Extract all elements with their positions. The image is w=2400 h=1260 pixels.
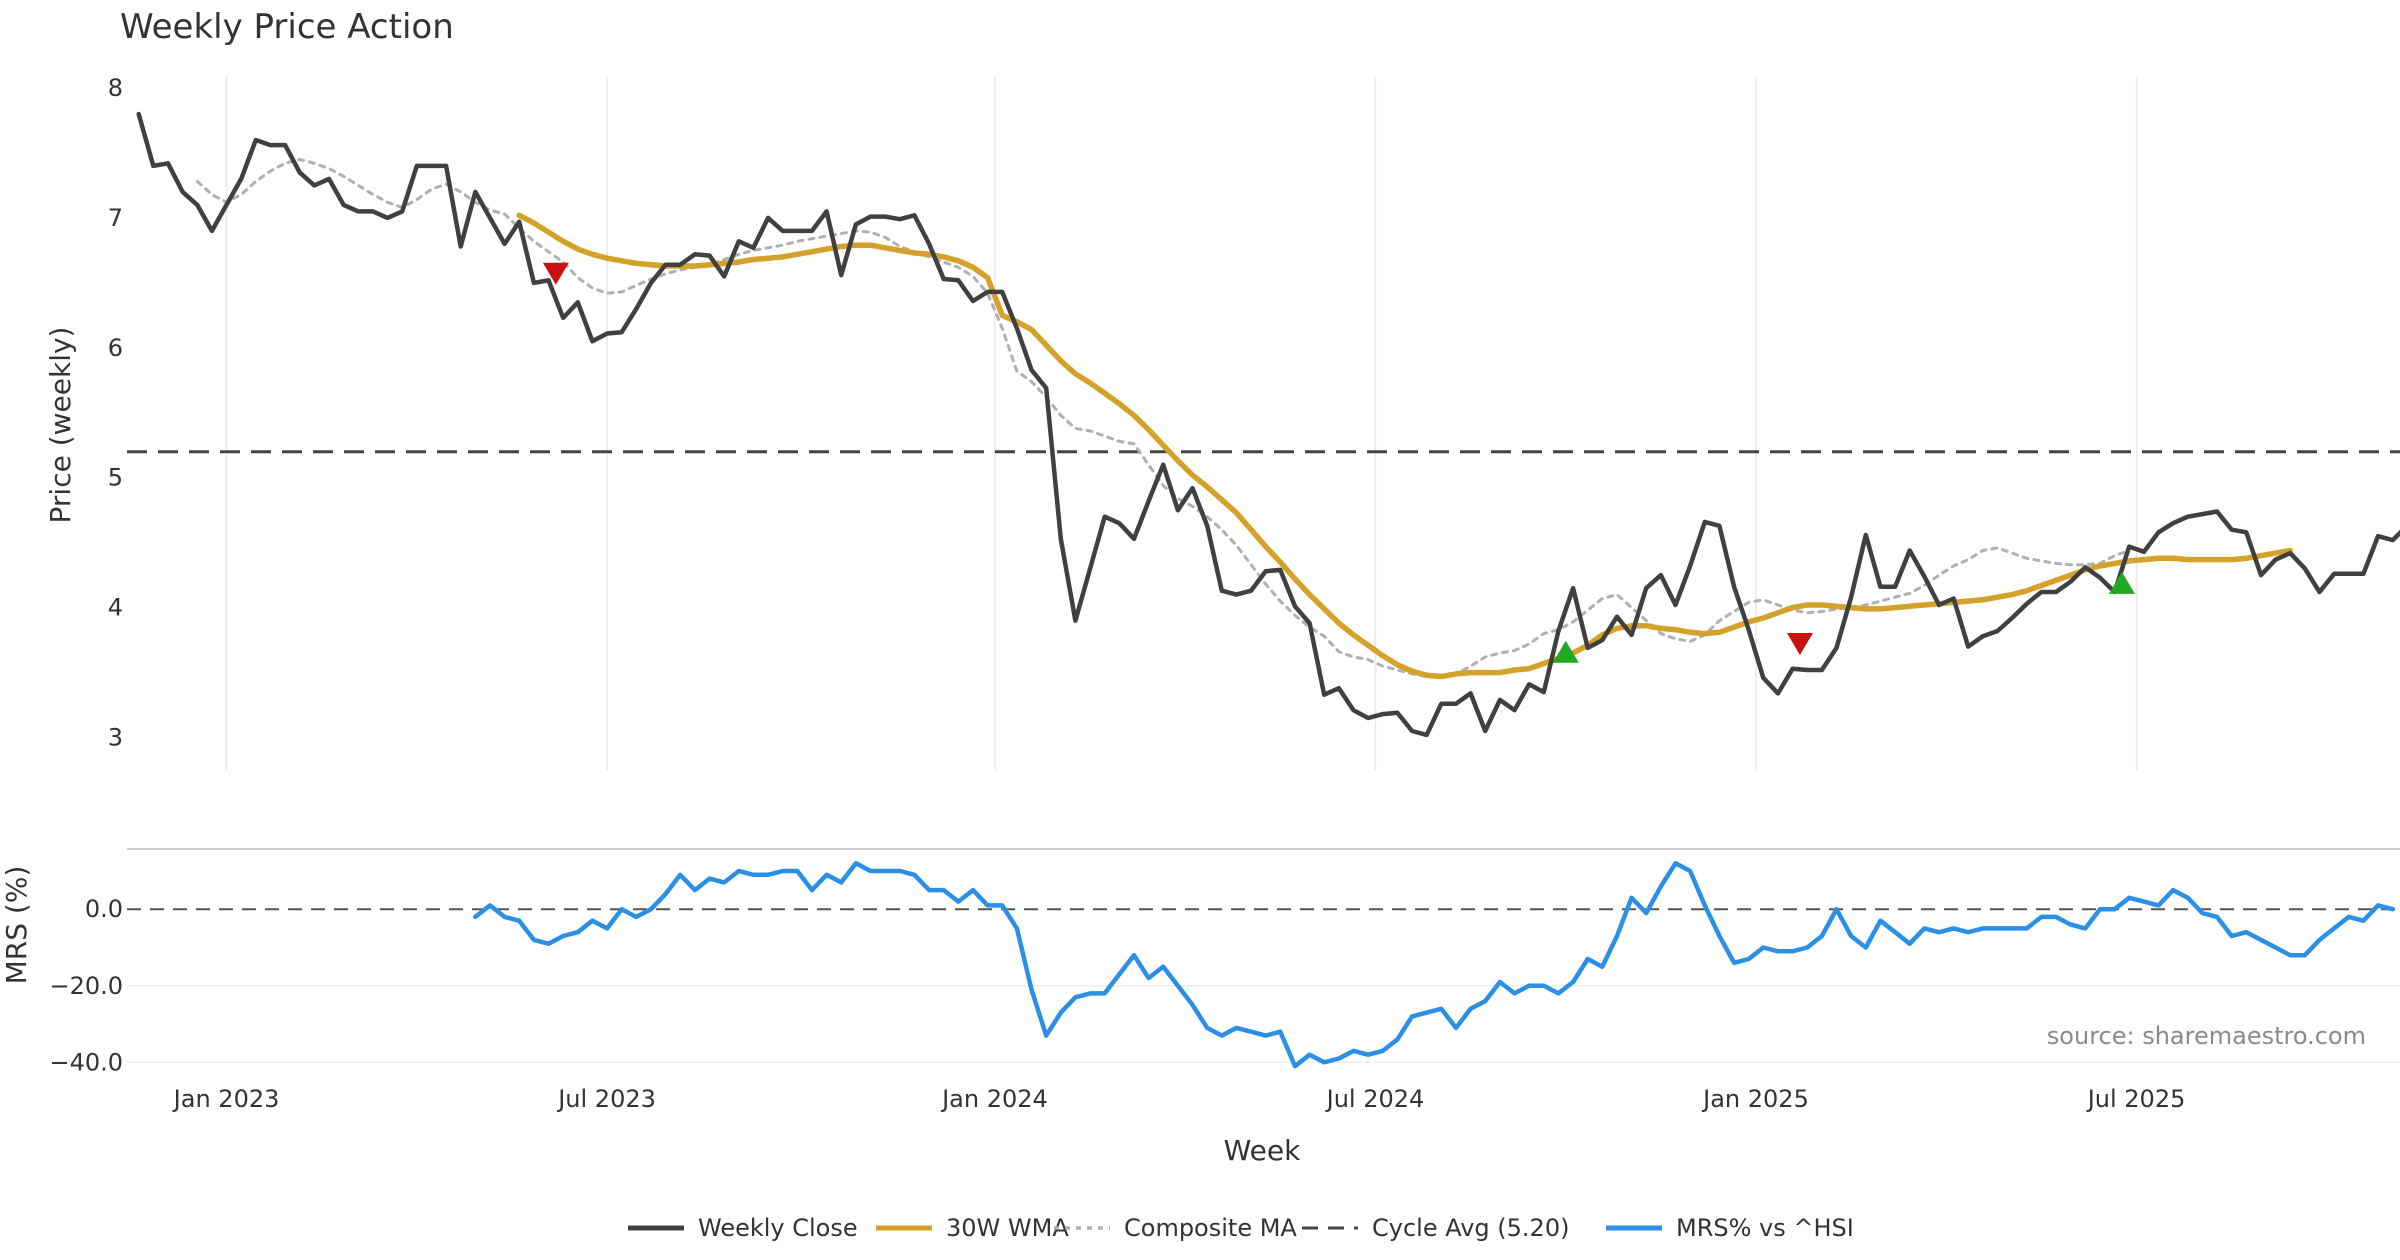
chart-title: Weekly Price Action bbox=[120, 7, 454, 47]
legend-label: MRS% vs ^HSI bbox=[1676, 1214, 1854, 1242]
mrs-y-tick-label: −20.0 bbox=[49, 972, 123, 1000]
legend-label: 30W WMA bbox=[946, 1214, 1069, 1242]
legend-label: Weekly Close bbox=[698, 1214, 858, 1242]
x-tick-label: Jul 2024 bbox=[1325, 1085, 1425, 1113]
price-y-tick-label: 7 bbox=[108, 204, 123, 232]
price-y-tick-label: 4 bbox=[108, 594, 123, 622]
legend-item: 30W WMA bbox=[876, 1214, 1069, 1242]
reference-lines bbox=[127, 450, 2400, 911]
x-tick-label: Jan 2023 bbox=[172, 1085, 280, 1113]
x-tick-label: Jan 2025 bbox=[1701, 1085, 1809, 1113]
mrs-y-axis-title: MRS (%) bbox=[0, 866, 33, 985]
sell-signal-marker bbox=[542, 262, 569, 285]
x-axis-title: Week bbox=[1224, 1134, 1301, 1167]
sell-signal-marker bbox=[1786, 632, 1813, 655]
legend-item: Composite MA bbox=[1054, 1214, 1297, 1242]
legend: Weekly Close 30W WMA Composite MA Cycle Avg… bbox=[628, 1214, 1854, 1242]
series-layer bbox=[136, 111, 2400, 1069]
buy-signal-marker bbox=[1552, 640, 1579, 663]
signal-markers bbox=[542, 262, 2135, 663]
grid-layer bbox=[127, 77, 2400, 1064]
price-y-tick-label: 3 bbox=[108, 724, 123, 752]
source-note: source: sharemaestro.com bbox=[2047, 1022, 2366, 1050]
x-tick-label: Jan 2024 bbox=[940, 1085, 1048, 1113]
axis-layer: Jan 2023 Jul 2023 Jan 2024 Jul 2024 Jan 2025… bbox=[49, 74, 2185, 1113]
mrs-y-tick-label: −40.0 bbox=[49, 1048, 123, 1076]
legend-item: Cycle Avg (5.20) bbox=[1302, 1214, 1569, 1242]
legend-label: Composite MA bbox=[1124, 1214, 1297, 1242]
series-weekly-close bbox=[136, 111, 2400, 738]
x-tick-label: Jul 2023 bbox=[556, 1085, 656, 1113]
legend-item: MRS% vs ^HSI bbox=[1606, 1214, 1854, 1242]
series-30w-wma bbox=[516, 212, 2293, 680]
series-composite-ma bbox=[195, 157, 2131, 680]
buy-signal-marker bbox=[2108, 571, 2135, 594]
price-y-tick-label: 5 bbox=[108, 464, 123, 492]
x-tick-label: Jul 2025 bbox=[2086, 1085, 2186, 1113]
series-mrs-vs-hsi bbox=[473, 861, 2395, 1069]
legend-label: Cycle Avg (5.20) bbox=[1372, 1214, 1569, 1242]
price-y-axis-title: Price (weekly) bbox=[44, 327, 77, 524]
mrs-y-tick-label: 0.0 bbox=[85, 895, 123, 923]
price-y-tick-label: 6 bbox=[108, 334, 123, 362]
price-y-tick-label: 8 bbox=[108, 74, 123, 102]
legend-item: Weekly Close bbox=[628, 1214, 858, 1242]
